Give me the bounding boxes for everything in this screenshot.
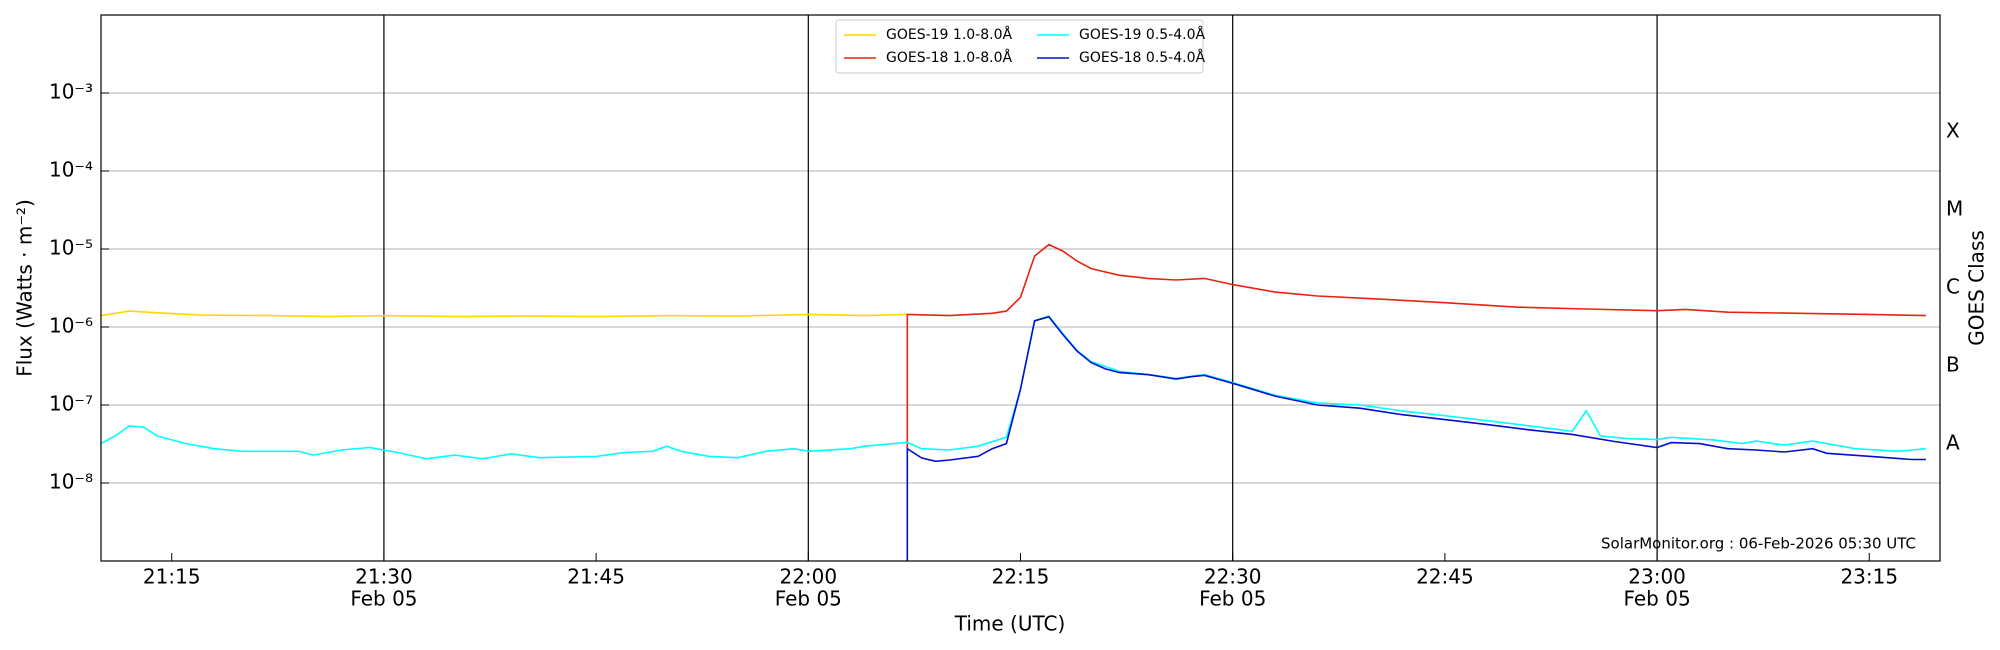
- y2-tick-label: B: [1946, 353, 1960, 377]
- legend-box: [835, 19, 1204, 74]
- series-line: [100, 310, 908, 318]
- x-tick-label: 21:30: [355, 565, 413, 589]
- x-tick-label: 22:00: [779, 565, 837, 589]
- legend-label: GOES-18 0.5-4.0Å: [1079, 49, 1205, 66]
- legend-label: GOES-18 1.0-8.0Å: [886, 49, 1012, 66]
- legend-label: GOES-19 1.0-8.0Å: [886, 26, 1012, 43]
- x-tick-label: Feb 05: [1623, 587, 1690, 611]
- series-line: [906, 243, 1926, 449]
- y2-axis-label: GOES Class: [1965, 230, 1989, 346]
- x-axis-label: Time (UTC): [954, 612, 1066, 636]
- annotation: SolarMonitor.org : 06-Feb-2026 05:30 UTC: [1601, 535, 1916, 553]
- y2-tick-label: C: [1946, 275, 1960, 299]
- plot-frame: [100, 14, 1941, 562]
- series-line: [100, 315, 1926, 460]
- y-tick-label: 10⁻⁴: [49, 158, 93, 182]
- series-line: [906, 315, 1926, 561]
- x-tick-label: 22:45: [1416, 565, 1474, 589]
- y-tick-label: 10⁻⁵: [49, 236, 93, 260]
- y2-tick-label: X: [1946, 119, 1960, 143]
- x-tick-label: 22:30: [1204, 565, 1262, 589]
- y2-tick-label: A: [1946, 431, 1960, 455]
- x-tick-label: 21:45: [567, 565, 625, 589]
- y-tick-label: 10⁻³: [49, 80, 93, 104]
- x-tick-label: 23:15: [1840, 565, 1898, 589]
- legend-label: GOES-19 0.5-4.0Å: [1079, 26, 1205, 43]
- x-tick-label: 21:15: [143, 565, 201, 589]
- y-tick-label: 10⁻⁶: [49, 314, 93, 338]
- x-tick-label: 23:00: [1628, 565, 1686, 589]
- y2-tick-label: M: [1946, 197, 1963, 221]
- y-tick-label: 10⁻⁷: [49, 392, 93, 416]
- y-axis-label: Flux (Watts · m⁻²): [13, 199, 37, 377]
- x-tick-label: Feb 05: [775, 587, 842, 611]
- x-tick-label: Feb 05: [350, 587, 417, 611]
- y-tick-label: 10⁻⁸: [49, 470, 93, 494]
- x-tick-label: Feb 05: [1199, 587, 1266, 611]
- x-tick-label: 22:15: [992, 565, 1050, 589]
